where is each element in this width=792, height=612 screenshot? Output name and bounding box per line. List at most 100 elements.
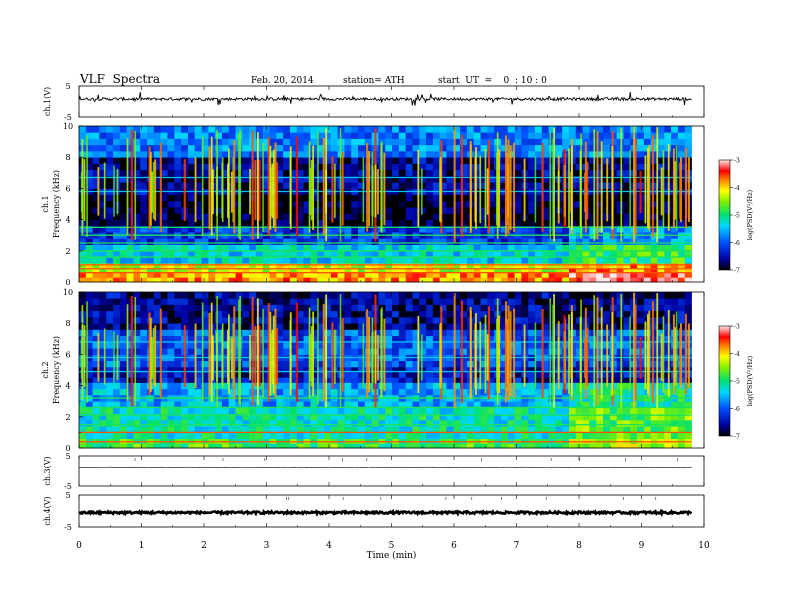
spectrogram-cell xyxy=(113,194,121,202)
spectrogram-cell xyxy=(562,407,570,415)
spectrogram-cell xyxy=(398,419,407,427)
spectrogram-cell xyxy=(92,207,100,214)
spectrogram-cell xyxy=(187,194,196,202)
spectrogram-cell xyxy=(487,292,495,299)
spectrogram-cell xyxy=(215,335,223,343)
spectrogram-cell xyxy=(473,419,481,427)
spectrogram-cell xyxy=(262,348,270,355)
spectrogram-cell xyxy=(296,388,304,396)
spectrogram-cell xyxy=(303,144,311,152)
spectrogram-cell xyxy=(487,377,495,383)
spectrogram-cell xyxy=(575,132,584,139)
spectrogram-cell xyxy=(460,341,468,349)
spectrogram-cell xyxy=(201,360,209,368)
spectrogram-cell xyxy=(174,432,182,440)
spectrogram-cell xyxy=(500,401,509,408)
spectrogram-cell xyxy=(589,169,597,177)
spectrogram-cell xyxy=(609,426,618,433)
spectrogram-cell xyxy=(616,432,624,440)
spectrogram-cell xyxy=(324,366,332,373)
spectrogram-cell xyxy=(677,401,686,408)
spectrogram-cell xyxy=(221,138,230,146)
spectrogram-cell xyxy=(85,310,94,318)
spectrogram-cell xyxy=(480,382,488,390)
spectrogram-cell xyxy=(324,150,332,158)
spectrogram-cell xyxy=(242,419,250,427)
spectrogram-cell xyxy=(398,426,407,433)
spectrogram-cell xyxy=(616,163,624,171)
spectrogram-cell xyxy=(344,163,352,171)
spectrogram-cell xyxy=(378,132,386,139)
spectrogram-cell xyxy=(201,323,209,330)
spectrogram-cell xyxy=(276,443,284,449)
spectrogram-cell xyxy=(514,304,522,312)
spectrogram-cell xyxy=(487,407,495,415)
spectrogram-cell xyxy=(364,432,373,440)
spectrogram-cell xyxy=(521,413,529,421)
spectrogram-cell xyxy=(643,250,652,258)
spectrogram-cell xyxy=(221,213,230,220)
spectrogram-cell xyxy=(106,144,114,152)
spectrogram-cell xyxy=(637,388,645,396)
spectrogram-cell xyxy=(167,341,175,349)
spectrogram-cell xyxy=(562,250,570,258)
spectrogram-cell xyxy=(167,366,175,373)
spectrogram-cell xyxy=(514,150,522,158)
spectrogram-cell xyxy=(398,244,407,252)
spectrogram-cell xyxy=(623,257,631,264)
spectrogram-cell xyxy=(385,382,393,390)
spectrogram-cell xyxy=(548,419,556,427)
spectrogram-cell xyxy=(460,244,468,252)
spectrogram-cell xyxy=(575,366,584,373)
spectrogram-cell xyxy=(201,292,209,299)
spectrogram-cell xyxy=(160,292,168,299)
spectrogram-cell xyxy=(650,272,658,278)
spectrogram-cell xyxy=(215,182,223,189)
spectrogram-cell xyxy=(623,163,631,171)
spectrogram-cell xyxy=(208,277,216,283)
spectrogram-cell xyxy=(160,310,168,318)
spectrogram-cell xyxy=(221,150,230,158)
spectrogram-cell xyxy=(677,310,686,318)
spectrogram-cell xyxy=(555,267,563,274)
spectrogram-cell xyxy=(147,310,155,318)
spectrogram-cell xyxy=(351,348,359,355)
spectrogram-cell xyxy=(446,329,454,337)
spectrogram-cell xyxy=(650,250,658,258)
spectrogram-cell xyxy=(623,126,631,133)
spectrogram-cell xyxy=(358,213,366,220)
spectrogram-cell xyxy=(153,341,162,349)
spectrogram-cell xyxy=(208,407,216,415)
spectrogram-cell xyxy=(487,310,495,318)
spectrogram-cell xyxy=(126,388,134,396)
spectrogram-cell xyxy=(562,401,570,408)
spectrogram-cell xyxy=(221,163,230,171)
spectrogram-cell xyxy=(419,207,427,214)
spectrogram-cell xyxy=(269,225,277,233)
spectrogram-cell xyxy=(330,225,339,233)
spectrogram-cell xyxy=(140,219,148,227)
spectrogram-cell xyxy=(140,169,148,177)
spectrogram-cell xyxy=(201,298,209,305)
spectrogram-cell xyxy=(324,341,332,349)
spectrogram-cell xyxy=(140,432,148,440)
spectrogram-cell xyxy=(650,298,658,305)
spectrogram-cell xyxy=(650,238,658,245)
chart-title: VLF Spectra xyxy=(80,72,161,86)
spectrogram-cell xyxy=(187,250,196,258)
spectrogram-cell xyxy=(201,407,209,415)
spectrogram-cell xyxy=(228,419,236,427)
spectrogram-cell xyxy=(92,138,100,146)
spectrogram-cell xyxy=(113,144,121,152)
spectrogram-cell xyxy=(412,200,420,208)
spectrogram-cell xyxy=(419,366,427,373)
spectrogram-cell xyxy=(167,377,175,383)
spectrogram-cell xyxy=(603,407,611,415)
spectrogram-cell xyxy=(344,329,352,337)
spectrogram-cell xyxy=(119,225,128,233)
spectrogram-cell xyxy=(249,277,257,283)
spectrogram-cell xyxy=(324,219,332,227)
spectrogram-cell xyxy=(392,194,400,202)
spectrogram-cell xyxy=(296,413,304,421)
spectrogram-cell xyxy=(351,419,359,427)
